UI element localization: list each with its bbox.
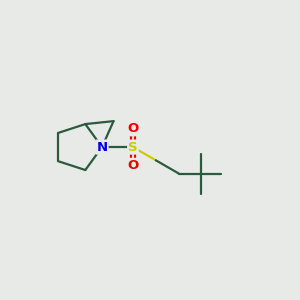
Text: S: S bbox=[128, 141, 138, 154]
Text: O: O bbox=[127, 159, 139, 172]
Text: N: N bbox=[96, 141, 108, 154]
Text: O: O bbox=[127, 122, 139, 135]
